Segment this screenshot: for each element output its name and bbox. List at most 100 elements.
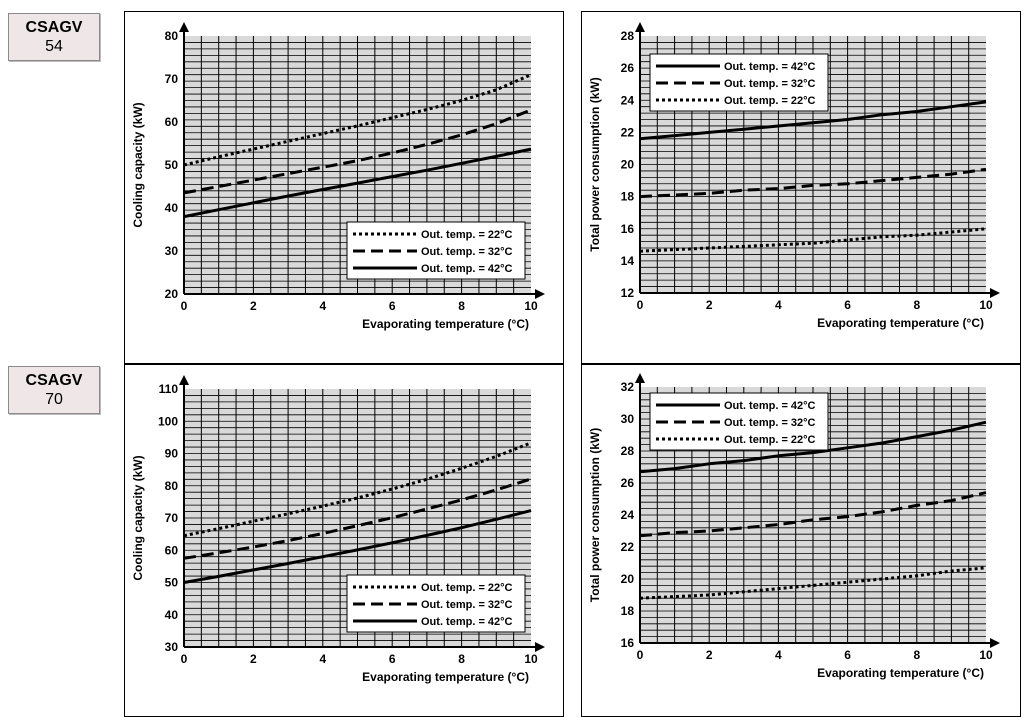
x-tick-label: 4 [775,648,782,662]
y-axis-label: Total power consumption (kW) [588,428,602,602]
x-tick-label: 10 [979,648,993,662]
y-tick-label: 20 [621,158,635,172]
x-tick-label: 4 [775,298,782,312]
x-tick-label: 2 [250,652,257,666]
x-tick-label: 8 [913,298,920,312]
legend: Out. temp. = 42°C Out. temp. = 32°C Out. t… [649,53,829,112]
series-line-dashed [639,491,987,538]
x-axis-label: Evaporating temperature (°C) [362,317,529,331]
model-number: 70 [45,391,63,408]
y-axis-arrow [179,375,189,385]
legend-label: Out. temp. = 32°C [724,78,816,90]
x-tick-label: 0 [181,299,188,313]
x-axis-arrow [990,638,1000,648]
y-tick-label: 100 [158,414,178,428]
y-axis-label: Total power consumption (kW) [588,77,602,251]
series-line-dashed [639,167,987,199]
x-axis-label: Evaporating temperature (°C) [362,670,529,684]
x-tick-label: 0 [637,648,644,662]
y-tick-label: 80 [165,479,179,493]
y-tick-label: 24 [621,93,635,107]
series-line-dotted [639,227,987,253]
model-label-70: CSAGV 70 [8,366,100,414]
x-tick-label: 10 [524,652,538,666]
y-tick-label: 40 [165,608,179,622]
x-tick-label: 2 [706,298,713,312]
legend-label: Out. temp. = 22°C [421,229,513,241]
power-consumption-chart-70: 0 2 4 6 8 10 16 18 20 22 24 26 28 30 32 Evaporating tem… [581,364,1021,717]
series-line-solid [183,509,532,584]
legend-label: Out. temp. = 22°C [724,95,816,107]
legend-label: Out. temp. = 32°C [421,599,513,611]
x-tick-label: 10 [524,299,538,313]
y-tick-label: 32 [621,380,635,394]
y-tick-label: 22 [621,125,635,139]
legend: Out. temp. = 22°C Out. temp. = 32°C Out. t… [346,221,526,280]
legend-label: Out. temp. = 22°C [724,434,816,446]
legend: Out. temp. = 22°C Out. temp. = 32°C Out. t… [346,574,526,633]
model-name: CSAGV [25,372,83,389]
y-tick-label: 110 [159,382,179,396]
x-tick-label: 6 [389,652,396,666]
y-tick-label: 70 [165,72,179,86]
y-tick-label: 16 [621,636,635,650]
x-axis-label: Evaporating temperature (°C) [817,316,984,330]
y-tick-label: 60 [165,543,179,557]
y-tick-label: 90 [165,447,179,461]
y-axis-arrow [635,22,645,32]
y-tick-label: 30 [165,640,179,654]
series-line-dotted [639,566,987,600]
legend-label: Out. temp. = 22°C [421,582,513,594]
y-tick-label: 26 [621,476,635,490]
y-tick-label: 18 [621,190,635,204]
y-tick-label: 20 [621,572,635,586]
x-axis-arrow [535,289,545,299]
x-tick-label: 6 [844,298,851,312]
legend-label: Out. temp. = 32°C [421,246,513,258]
y-axis-label: Cooling capacity (kW) [131,102,145,227]
y-tick-label: 50 [165,158,179,172]
model-number: 54 [45,38,63,55]
cooling-capacity-chart-54: 0 2 4 6 8 10 20 30 40 50 60 70 80 Evaporating tempera… [124,11,564,364]
model-label-54: CSAGV 54 [8,13,100,61]
chart-svg: 0 2 4 6 8 10 20 30 40 50 60 70 80 Evaporating tempera… [131,22,545,331]
legend-label: Out. temp. = 42°C [724,61,816,73]
y-tick-label: 60 [165,115,179,129]
x-axis-arrow [535,642,545,652]
y-tick-label: 14 [621,254,635,268]
y-axis-arrow [635,373,645,383]
y-tick-label: 18 [621,604,635,618]
legend-label: Out. temp. = 42°C [724,400,816,412]
legend: Out. temp. = 42°C Out. temp. = 32°C Out. t… [649,392,829,451]
x-tick-label: 6 [389,299,396,313]
y-tick-label: 24 [621,508,635,522]
x-tick-label: 0 [181,652,188,666]
x-tick-label: 6 [844,648,851,662]
x-tick-label: 2 [706,648,713,662]
x-axis-arrow [990,288,1000,298]
y-tick-label: 22 [621,540,635,554]
series-line-solid [639,100,987,141]
y-tick-label: 30 [165,244,179,258]
x-tick-label: 4 [319,652,326,666]
legend-label: Out. temp. = 42°C [421,263,513,275]
y-tick-label: 28 [621,29,635,43]
y-tick-label: 28 [621,444,635,458]
x-tick-label: 8 [458,652,465,666]
legend-label: Out. temp. = 42°C [421,616,513,628]
power-consumption-chart-54: 0 2 4 6 8 10 12 14 16 18 20 22 24 26 28 Evaporating tem… [581,11,1021,364]
x-axis-label: Evaporating temperature (°C) [817,666,984,680]
model-name: CSAGV [25,19,83,36]
y-tick-label: 30 [621,412,635,426]
x-tick-label: 4 [319,299,326,313]
y-axis-label: Cooling capacity (kW) [131,455,145,580]
series-line-dashed [183,108,532,195]
y-tick-label: 20 [165,287,179,301]
series-line-solid [639,420,987,474]
y-tick-label: 40 [165,201,179,215]
y-axis-arrow [179,22,189,32]
x-tick-label: 8 [458,299,465,313]
legend-label: Out. temp. = 32°C [724,417,816,429]
x-tick-label: 0 [637,298,644,312]
